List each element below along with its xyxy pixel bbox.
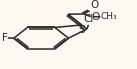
Text: CH₃: CH₃ — [101, 12, 117, 21]
Text: Cl: Cl — [83, 14, 94, 24]
Text: F: F — [2, 33, 8, 43]
Text: S: S — [78, 25, 85, 35]
Text: O: O — [90, 0, 99, 10]
Text: O: O — [92, 12, 100, 22]
